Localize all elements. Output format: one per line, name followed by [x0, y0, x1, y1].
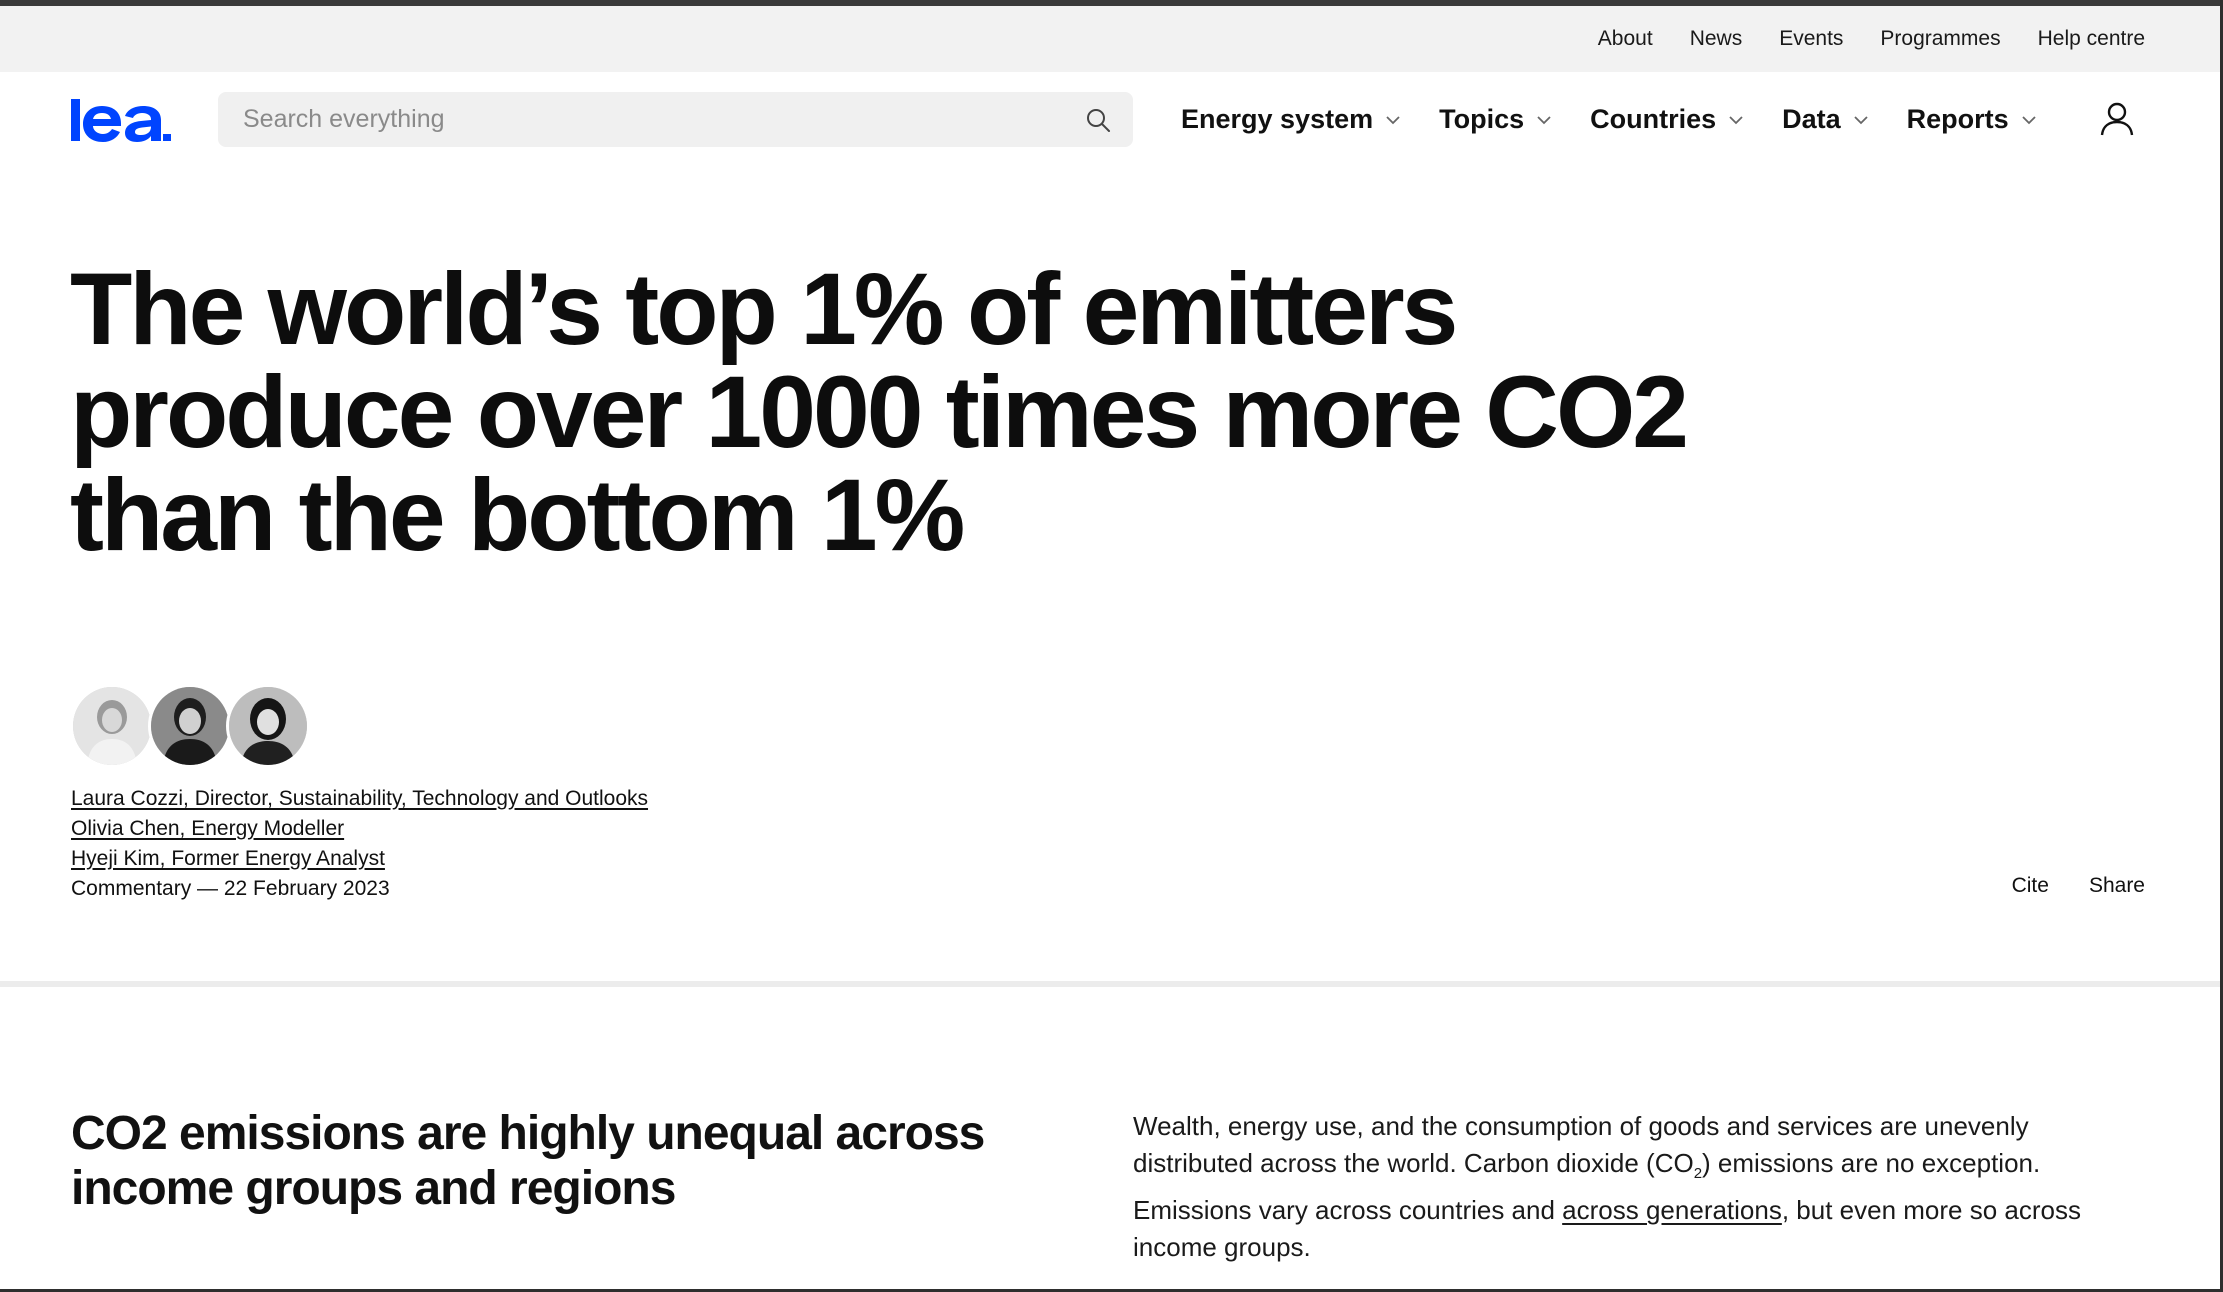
chevron-down-icon	[2021, 115, 2037, 125]
article-actions: Cite Share	[2012, 874, 2145, 898]
chevron-down-icon	[1385, 115, 1401, 125]
nav-label: Topics	[1439, 104, 1525, 134]
page-title: The world’s top 1% of emitters produce o…	[70, 252, 1689, 572]
window-top-border	[0, 0, 2220, 6]
search-bar	[218, 92, 1133, 147]
body-text: ) emissions are no exception. Emissions …	[1133, 1148, 2041, 1226]
body-text: , but even more so across income groups.	[1133, 1195, 2081, 1263]
author-link[interactable]: Laura Cozzi, Director, Sustainability, T…	[71, 787, 649, 810]
search-input[interactable]	[218, 92, 1078, 147]
body-subscript: 2	[1693, 1165, 1703, 1183]
share-button[interactable]: Share	[2088, 874, 2145, 897]
nav-label: Countries	[1590, 104, 1717, 134]
body-text: Wealth, energy use, and the consumption …	[1133, 1111, 2029, 1178]
search-icon[interactable]	[1083, 105, 1113, 135]
chevron-down-icon	[1853, 115, 1869, 125]
author-list: Laura Cozzi, Director, Sustainability, T…	[71, 784, 648, 904]
utility-link-about[interactable]: About	[1597, 27, 1653, 50]
chevron-down-icon	[1728, 115, 1744, 125]
main-nav: Energy system Topics Countries Data	[1181, 72, 2037, 167]
section-heading: CO2 emissions are highly unequal across …	[71, 1107, 985, 1215]
avatar[interactable]	[226, 684, 310, 768]
section-divider	[0, 981, 2220, 987]
chevron-down-icon	[1536, 115, 1552, 125]
nav-countries[interactable]: Countries	[1590, 104, 1744, 135]
utility-bar: About News Events Programmes Help centre	[0, 6, 2220, 72]
utility-link-programmes[interactable]: Programmes	[1880, 27, 2001, 50]
user-account-icon[interactable]	[2099, 101, 2135, 137]
nav-label: Reports	[1906, 104, 2009, 134]
cite-button[interactable]: Cite	[2011, 874, 2049, 897]
nav-data[interactable]: Data	[1782, 104, 1869, 135]
section-body: Wealth, energy use, and the consumption …	[1133, 1108, 2133, 1266]
author-avatars	[70, 684, 310, 768]
across-generations-link[interactable]: across generations	[1562, 1195, 1782, 1226]
avatar[interactable]	[148, 684, 232, 768]
site-header: Energy system Topics Countries Data	[0, 72, 2220, 167]
author-link[interactable]: Olivia Chen, Energy Modeller	[71, 817, 345, 840]
utility-link-events[interactable]: Events	[1779, 27, 1844, 50]
avatar[interactable]	[70, 684, 154, 768]
iea-logo[interactable]	[71, 98, 174, 142]
nav-energy-system[interactable]: Energy system	[1181, 104, 1401, 135]
nav-label: Energy system	[1181, 104, 1374, 134]
utility-link-news[interactable]: News	[1689, 27, 1743, 50]
nav-label: Data	[1782, 104, 1841, 134]
author-link[interactable]: Hyeji Kim, Former Energy Analyst	[71, 847, 385, 870]
iea-logo-mark	[71, 99, 171, 142]
utility-link-help-centre[interactable]: Help centre	[2037, 27, 2145, 50]
utility-nav: About News Events Programmes Help centre	[1598, 6, 2145, 72]
article-meta: Commentary — 22 February 2023	[71, 877, 390, 900]
nav-topics[interactable]: Topics	[1439, 104, 1552, 135]
nav-reports[interactable]: Reports	[1907, 104, 2037, 135]
